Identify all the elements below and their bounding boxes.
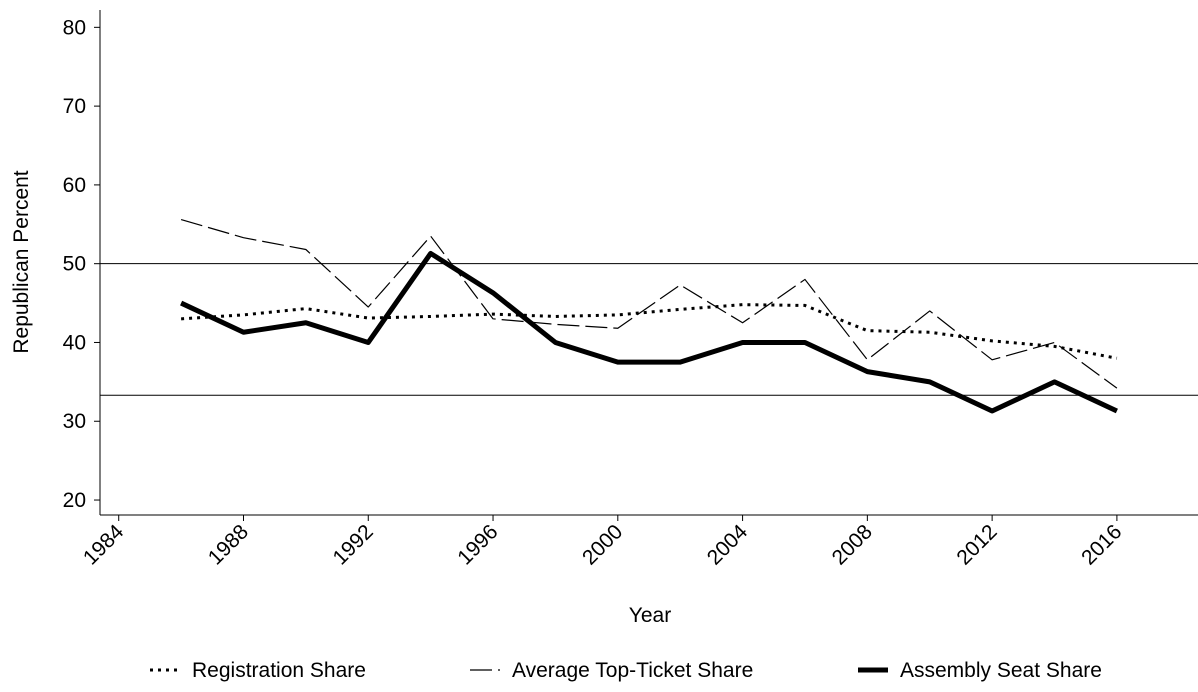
y-tick-label: 30 <box>63 410 86 433</box>
y-tick-label: 60 <box>63 174 86 197</box>
x-tick-label: 2008 <box>828 520 877 569</box>
x-tick-label: 1984 <box>79 520 129 570</box>
y-tick-label: 50 <box>63 253 86 276</box>
legend-label: Average Top-Ticket Share <box>512 659 753 682</box>
y-tick-label: 20 <box>63 489 86 512</box>
x-tick-label: 1996 <box>453 520 502 569</box>
legend-label: Assembly Seat Share <box>900 659 1102 682</box>
legend-label: Registration Share <box>192 659 366 682</box>
y-axis-label: Republican Percent <box>10 170 33 353</box>
x-tick-label: 1988 <box>204 520 253 569</box>
y-tick-label: 80 <box>63 16 86 39</box>
x-tick-label: 2012 <box>952 520 1001 569</box>
x-tick-label: 2016 <box>1077 520 1126 569</box>
x-tick-label: 2000 <box>578 520 627 569</box>
x-tick-label: 1992 <box>328 520 377 569</box>
series-line <box>180 250 1118 414</box>
x-tick-label: 2004 <box>703 520 753 570</box>
y-tick-label: 40 <box>63 331 86 354</box>
series-line <box>181 303 1118 360</box>
x-axis-label: Year <box>629 604 671 627</box>
y-tick-label: 70 <box>63 95 86 118</box>
series-line <box>180 218 1118 389</box>
